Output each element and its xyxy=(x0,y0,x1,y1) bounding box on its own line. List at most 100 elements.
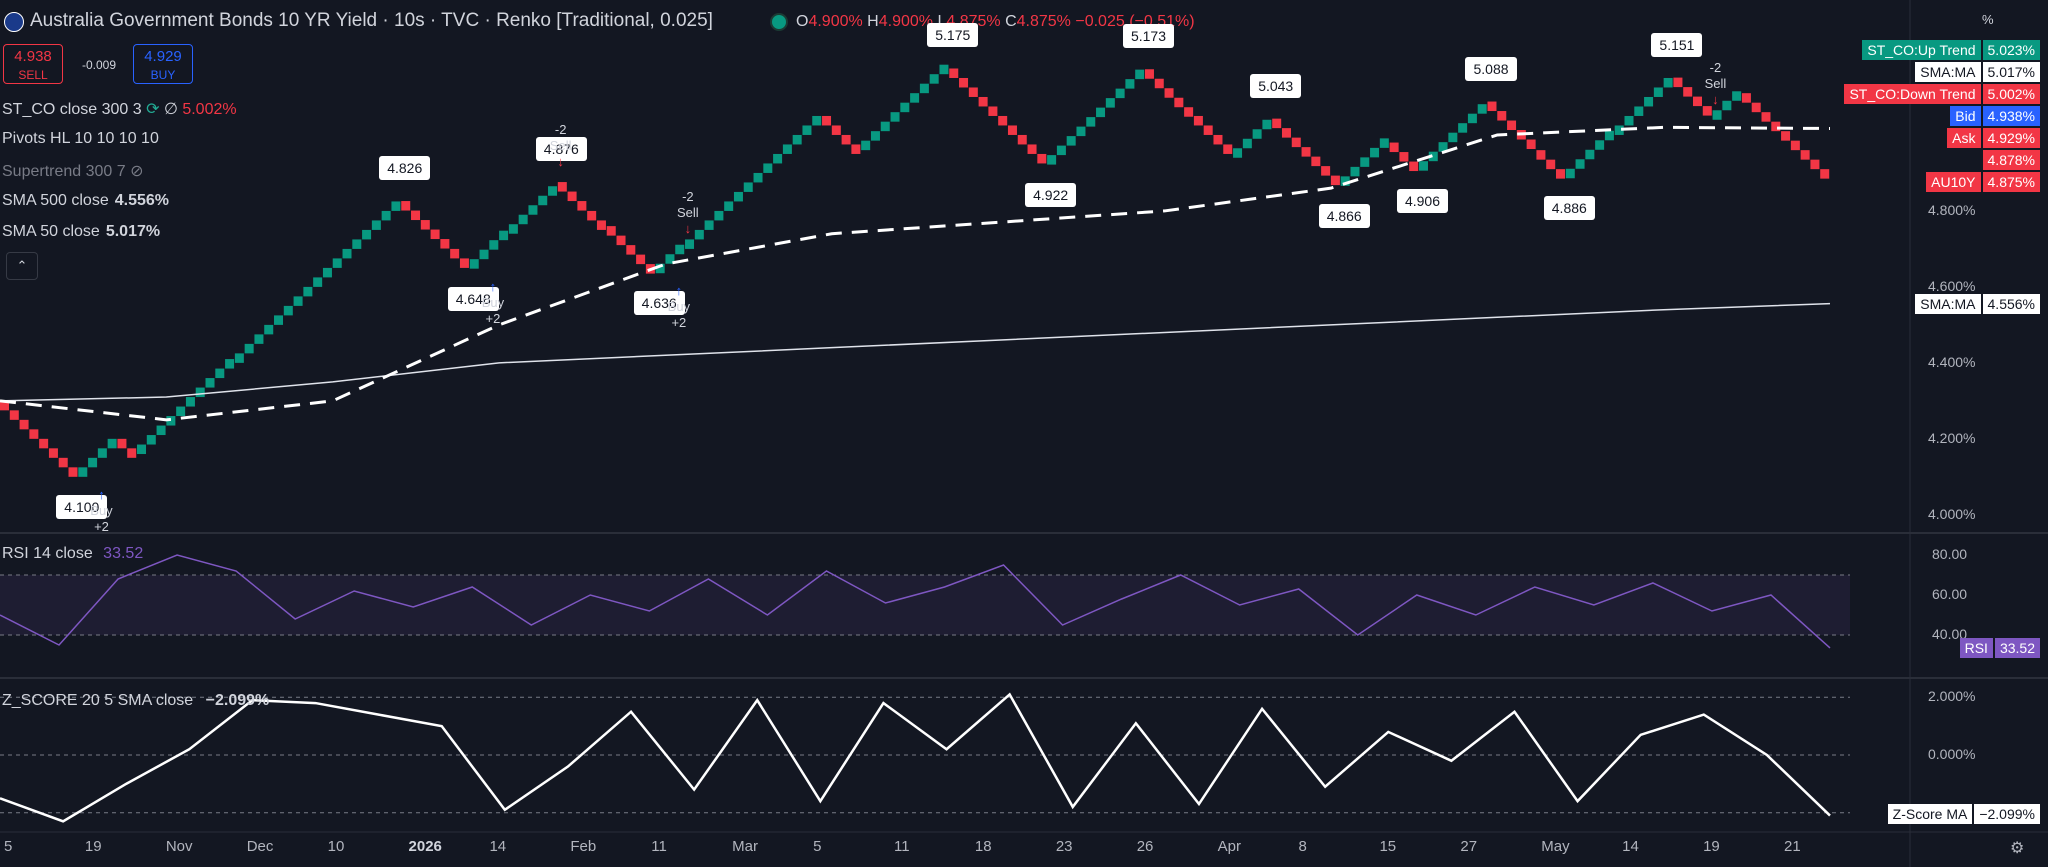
renko-brick-up xyxy=(264,324,274,335)
renko-brick-down xyxy=(1193,115,1203,126)
renko-brick-up xyxy=(1135,69,1145,80)
renko-brick-up xyxy=(910,93,920,103)
renko-brick-up xyxy=(919,83,929,94)
renko-brick-up xyxy=(1477,104,1487,114)
pivot-high-label: 5.043 xyxy=(1250,73,1302,98)
legend-sma500[interactable]: SMA 500 close 4.556% xyxy=(2,192,169,210)
renko-brick-down xyxy=(39,438,49,449)
renko-brick-up xyxy=(1575,159,1585,169)
symbol-title[interactable]: Australia Government Bonds 10 YR Yield ·… xyxy=(30,10,713,31)
price-tag-value: 5.023% xyxy=(1982,40,2040,60)
ohlc-close-key: C xyxy=(1005,13,1017,30)
renko-brick-down xyxy=(1007,125,1017,135)
pivot-low-label: 4.866 xyxy=(1318,203,1370,228)
sell-button[interactable]: 4.938 SELL xyxy=(3,44,63,84)
renko-brick-down xyxy=(1203,125,1213,135)
renko-brick-down xyxy=(1321,166,1331,176)
renko-brick-up xyxy=(381,210,391,221)
buy-arrow-icon: ↑ xyxy=(675,283,683,299)
renko-brick-up xyxy=(1604,130,1614,141)
sell-signal-text: Sell xyxy=(549,138,572,154)
pivot-high-label: 5.173 xyxy=(1122,24,1175,49)
legend-st-co[interactable]: ST_CO close 300 3 ⟳ ∅ 5.002% xyxy=(2,99,237,119)
renko-brick-down xyxy=(978,96,988,107)
renko-brick-up xyxy=(890,112,900,122)
renko-brick-up xyxy=(861,140,871,151)
pivot-low-label: 4.906 xyxy=(1396,188,1449,213)
renko-brick-up xyxy=(733,191,743,202)
hidden-eye-icon[interactable]: ⊘ xyxy=(130,163,144,180)
renko-brick-down xyxy=(440,239,450,249)
renko-brick-down xyxy=(988,106,998,116)
x-axis-label: 8 xyxy=(1298,838,1307,855)
renko-brick-up xyxy=(880,121,890,132)
renko-brick-down xyxy=(1546,159,1556,170)
renko-brick-up xyxy=(773,153,783,164)
buy-signal-qty: +2 xyxy=(671,315,687,331)
renko-brick-down xyxy=(1213,134,1223,145)
renko-brick-down xyxy=(1301,147,1311,157)
renko-brick-up xyxy=(1252,129,1262,139)
legend-supertrend[interactable]: Supertrend 300 7 ⊘ xyxy=(2,161,144,181)
st-co-name: ST_CO close 300 3 xyxy=(2,101,142,118)
renko-brick-up xyxy=(665,254,675,264)
buy-signal-qty: +2 xyxy=(94,518,109,534)
renko-brick-up xyxy=(743,182,753,192)
renko-brick-up xyxy=(1624,115,1634,126)
renko-brick-up xyxy=(939,64,949,75)
renko-brick-up xyxy=(929,74,939,84)
buy-label: BUY xyxy=(150,68,176,82)
price-tag-value: 5.017% xyxy=(1982,62,2040,82)
buy-button[interactable]: 4.929 BUY xyxy=(133,44,193,84)
percent-scale-button[interactable]: % xyxy=(1982,12,1994,27)
x-axis-label: 19 xyxy=(84,838,102,855)
legend-rsi[interactable]: RSI 14 close 33.52 xyxy=(2,545,143,563)
pivot-high-label: 5.088 xyxy=(1465,56,1517,81)
renko-brick-up xyxy=(1722,100,1732,111)
zscore-line xyxy=(0,692,1831,823)
renko-brick-down xyxy=(616,235,626,246)
rsi-tag-name: RSI xyxy=(1959,637,1993,658)
settings-gear-icon[interactable]: ⚙ xyxy=(2010,840,2025,857)
legend-sma50[interactable]: SMA 50 close 5.017% xyxy=(2,223,160,241)
renko-brick-up xyxy=(195,387,205,398)
renko-brick-up xyxy=(1585,149,1595,160)
renko-brick-up xyxy=(215,368,225,379)
price-tag-value: 4.875% xyxy=(1982,172,2040,192)
x-axis-label: 5 xyxy=(4,838,13,855)
renko-brick-down xyxy=(587,210,597,221)
buy-signal-text: Buy xyxy=(481,294,505,310)
price-tag-name: SMA:MA xyxy=(1915,293,1981,314)
renko-brick-down xyxy=(1781,131,1791,141)
renko-brick-up xyxy=(88,457,98,468)
zscore-tick-label: 0.000% xyxy=(1928,746,1976,762)
sell-price: 4.938 xyxy=(14,48,52,65)
sma500-value: 4.556% xyxy=(114,192,169,209)
renko-brick-down xyxy=(606,226,616,236)
renko-brick-down xyxy=(68,467,78,477)
indicator-visibility-icon[interactable]: ⟳ xyxy=(146,101,160,118)
price-tag-name: Ask xyxy=(1947,128,1981,148)
renko-brick-up xyxy=(469,259,479,269)
ohlc-low-key: L xyxy=(937,13,947,30)
x-axis-label: Mar xyxy=(732,838,759,855)
renko-brick-down xyxy=(1761,112,1771,122)
price-tick-label: 4.600% xyxy=(1928,277,1976,294)
renko-brick-down xyxy=(1692,96,1702,107)
x-axis-label: 27 xyxy=(1460,838,1478,855)
renko-brick-up xyxy=(293,296,303,306)
renko-brick-up xyxy=(137,444,147,455)
sma50-line xyxy=(0,125,1831,422)
renko-brick-up xyxy=(1066,136,1076,146)
buy-signal: ↑ Buy +2 xyxy=(90,487,112,535)
collapse-legend-button[interactable]: ⌃ xyxy=(6,252,38,280)
sell-signal-text: Sell xyxy=(1704,75,1727,91)
renko-brick-up xyxy=(254,334,264,344)
legend-pivots[interactable]: Pivots HL 10 10 10 10 xyxy=(2,130,159,148)
renko-brick-up xyxy=(352,239,362,249)
price-tag: Ask 4.929% xyxy=(1947,128,2040,148)
sell-arrow-icon: ↓ xyxy=(557,154,564,170)
legend-zscore[interactable]: Z_SCORE 20 5 SMA close −2.099% xyxy=(2,692,269,710)
renko-brick-down xyxy=(841,134,851,145)
